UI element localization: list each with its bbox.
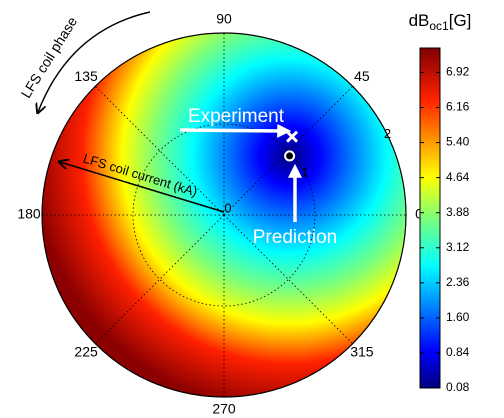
colorbar-tick-label: 0.08 [446,380,470,394]
theta-tick-label: 0 [415,206,423,222]
colorbar-tick-label: 0.84 [446,345,470,359]
colorbar-tick-label: 6.92 [446,65,470,79]
point-marker [284,150,296,162]
plot-area [41,32,407,398]
radius-arrow [60,162,225,213]
theta-tick-label: 90 [216,11,232,27]
colorbar [419,47,441,389]
colorbar-title-main: dB [409,11,430,30]
theta-tick-label: 315 [350,344,374,360]
point-marker [285,130,299,143]
theta-tick-label: 135 [74,68,98,84]
outer-circle [41,32,407,398]
colorbar-title: dBoc1[G] [409,11,472,33]
theta-tick-label: 270 [212,401,236,417]
colorbar-title-sub: oc1 [429,19,449,33]
experiment-label: Experiment [188,106,285,127]
experiment-arrow [179,123,292,138]
theta-tick-label: 180 [17,206,41,222]
colorbar-tick-label: 5.40 [446,135,470,149]
colorbar-tick-label: 2.36 [446,275,470,289]
colorbar-tick-label: 4.64 [446,170,470,184]
colorbar-title-unit: [G] [449,11,472,30]
r-tick-label: 2 [384,126,391,141]
colorbar-tick-label: 6.16 [446,100,470,114]
theta-tick-label: 45 [354,68,370,84]
r-tick-label: 1 [301,165,308,180]
r-tick-label: 0 [224,200,231,215]
colorbar-tick-label: 3.12 [446,240,470,254]
prediction-label: Prediction [253,227,338,248]
colorbar-tick-label: 1.60 [446,310,470,324]
r-grid-circle [132,123,316,307]
colorbar-tick-label: 3.88 [446,205,470,219]
phase-arrow [38,11,151,112]
theta-tick-label: 225 [74,344,98,360]
